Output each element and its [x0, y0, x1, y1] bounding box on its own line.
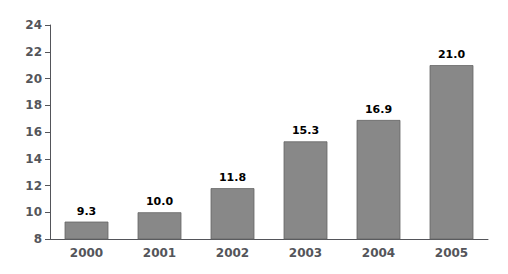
svg-text:2002: 2002	[216, 246, 249, 260]
svg-text:2003: 2003	[289, 246, 322, 260]
svg-text:16.9: 16.9	[365, 103, 392, 116]
svg-text:2004: 2004	[362, 246, 395, 260]
svg-text:24: 24	[25, 18, 42, 32]
svg-text:20: 20	[25, 72, 42, 86]
svg-text:10.0: 10.0	[146, 195, 173, 208]
svg-text:14: 14	[25, 152, 42, 166]
svg-text:2001: 2001	[143, 246, 176, 260]
svg-text:8: 8	[34, 232, 42, 246]
svg-text:9.3: 9.3	[77, 205, 97, 218]
svg-text:21.0: 21.0	[438, 48, 465, 61]
svg-text:2000: 2000	[70, 246, 103, 260]
svg-text:15.3: 15.3	[292, 124, 319, 137]
svg-text:22: 22	[25, 45, 42, 59]
svg-text:18: 18	[25, 98, 42, 112]
svg-text:12: 12	[25, 179, 42, 193]
svg-text:16: 16	[25, 125, 42, 139]
svg-text:11.8: 11.8	[219, 171, 246, 184]
svg-text:10: 10	[25, 205, 42, 219]
svg-text:2005: 2005	[435, 246, 468, 260]
